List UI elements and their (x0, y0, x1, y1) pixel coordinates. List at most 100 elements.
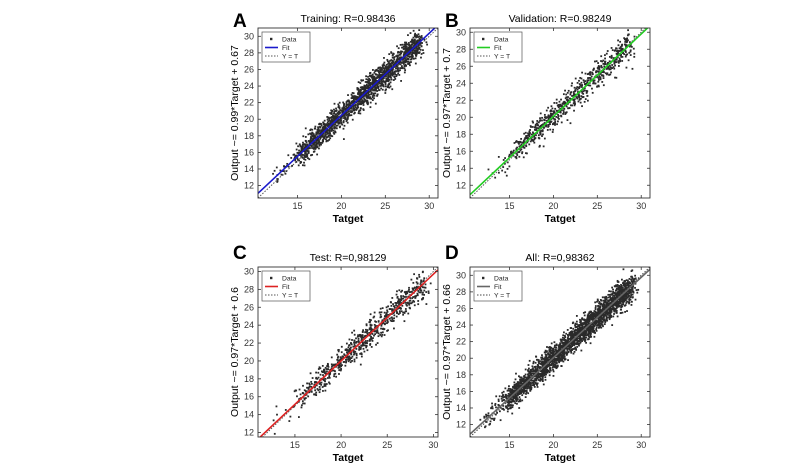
data-point (506, 167, 509, 170)
data-point (392, 53, 395, 55)
data-point (539, 132, 542, 134)
data-point (572, 92, 575, 95)
data-point (332, 120, 335, 123)
data-point (423, 286, 426, 289)
data-point (578, 98, 581, 101)
data-point (580, 90, 583, 93)
data-point (634, 298, 637, 301)
data-point (380, 327, 382, 330)
data-point (386, 66, 389, 68)
data-point (383, 64, 386, 67)
data-point (297, 145, 299, 148)
data-point (602, 62, 605, 65)
data-point (553, 110, 556, 113)
data-point (381, 331, 384, 334)
data-point (425, 291, 428, 293)
data-point (518, 396, 521, 399)
data-point (358, 109, 361, 112)
data-point (304, 156, 307, 158)
data-point (314, 144, 317, 146)
data-point (626, 40, 629, 42)
data-point (425, 303, 428, 305)
data-point (370, 335, 372, 338)
data-point (338, 122, 341, 125)
data-point (631, 293, 634, 296)
data-point (392, 319, 395, 322)
data-point (534, 137, 537, 139)
data-point (610, 54, 613, 57)
data-point (589, 73, 592, 76)
data-point (546, 364, 549, 367)
data-point (528, 387, 531, 389)
data-point (518, 142, 520, 145)
data-point (329, 372, 332, 374)
data-point (349, 348, 351, 351)
data-point (374, 86, 376, 88)
data-point (529, 370, 532, 372)
data-point (573, 104, 576, 107)
data-point (295, 142, 298, 145)
data-point (625, 292, 627, 295)
data-point (327, 120, 330, 123)
data-point (547, 117, 550, 120)
data-point (324, 130, 327, 133)
data-point (534, 126, 537, 128)
data-point (333, 373, 336, 376)
data-point (586, 94, 589, 97)
data-point (546, 368, 549, 371)
y-tick-label: 16 (244, 392, 254, 402)
data-point (549, 128, 552, 131)
data-point (380, 324, 383, 327)
data-point (313, 144, 316, 146)
data-point (340, 358, 342, 361)
data-point (582, 311, 585, 314)
panel-label: B (445, 11, 459, 32)
data-point (356, 87, 359, 89)
data-point (532, 368, 534, 371)
data-point (318, 147, 320, 150)
data-point (565, 342, 568, 344)
data-point (383, 315, 386, 318)
data-point (504, 405, 507, 408)
data-point (376, 342, 379, 344)
legend-label: Fit (494, 45, 502, 52)
data-point (371, 73, 374, 76)
legend-marker-data (270, 37, 273, 41)
data-point (416, 48, 419, 51)
data-point (628, 298, 630, 301)
data-point (327, 134, 330, 137)
data-point (566, 352, 569, 355)
data-point (314, 145, 317, 148)
data-point (391, 68, 393, 71)
data-point (615, 310, 618, 313)
data-point (613, 310, 616, 312)
data-point (356, 103, 359, 106)
data-point (411, 297, 414, 300)
data-point (365, 86, 368, 89)
data-point (531, 375, 534, 377)
data-point (625, 297, 628, 300)
x-tick-label: 15 (293, 201, 303, 211)
data-point (346, 352, 349, 355)
data-point (391, 308, 394, 311)
data-point (332, 114, 334, 117)
data-point (541, 357, 544, 360)
data-point (607, 299, 609, 302)
y-tick-label: 24 (456, 78, 466, 88)
data-point (419, 288, 421, 291)
data-point (307, 150, 310, 153)
data-point (378, 71, 380, 74)
data-point (553, 122, 555, 125)
data-point (330, 135, 332, 137)
data-point (357, 339, 360, 342)
data-point (300, 406, 303, 409)
data-point (621, 311, 624, 314)
data-point (344, 107, 347, 110)
data-point (410, 40, 413, 43)
data-point (394, 78, 397, 80)
data-point (345, 112, 347, 115)
data-point (338, 112, 341, 115)
data-point (547, 116, 549, 119)
data-point (301, 143, 304, 146)
data-point (635, 289, 638, 291)
